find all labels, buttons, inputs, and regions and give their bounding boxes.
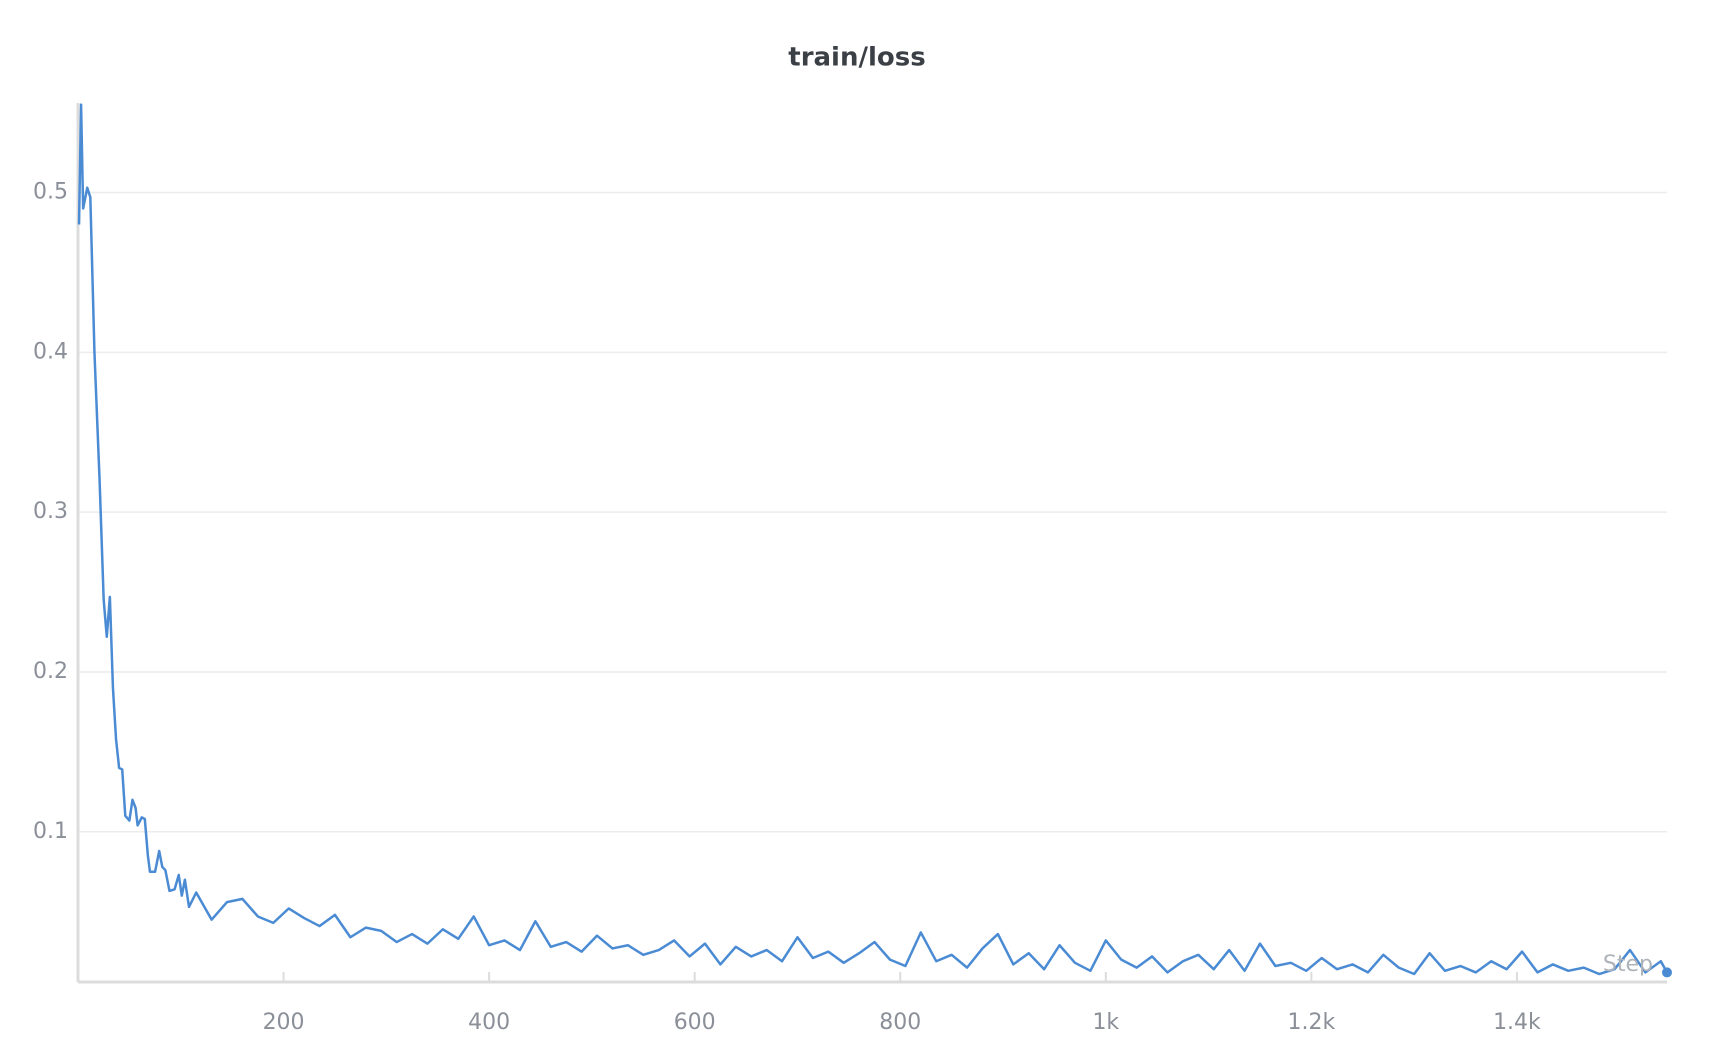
last-point (1662, 967, 1672, 978)
x-tick-label: 1.2k (1288, 1010, 1336, 1035)
x-tick-label: 400 (468, 1010, 510, 1035)
chart-title: train/loss (788, 43, 925, 73)
y-tick-label: 0.1 (33, 819, 68, 844)
x-tick-label: 200 (263, 1010, 305, 1035)
y-tick-label: 0.4 (33, 339, 68, 364)
x-tick-label: 600 (674, 1010, 716, 1035)
x-tick-label: 800 (879, 1010, 921, 1035)
y-tick-label: 0.2 (33, 659, 68, 684)
loss-line (77, 103, 1669, 976)
x-tick-label: 1.4k (1493, 1010, 1541, 1035)
y-tick-label: 0.5 (33, 179, 68, 204)
x-axis-label: Step (1603, 952, 1653, 977)
x-tick-label: 1k (1092, 1010, 1119, 1035)
y-tick-label: 0.3 (33, 499, 68, 524)
